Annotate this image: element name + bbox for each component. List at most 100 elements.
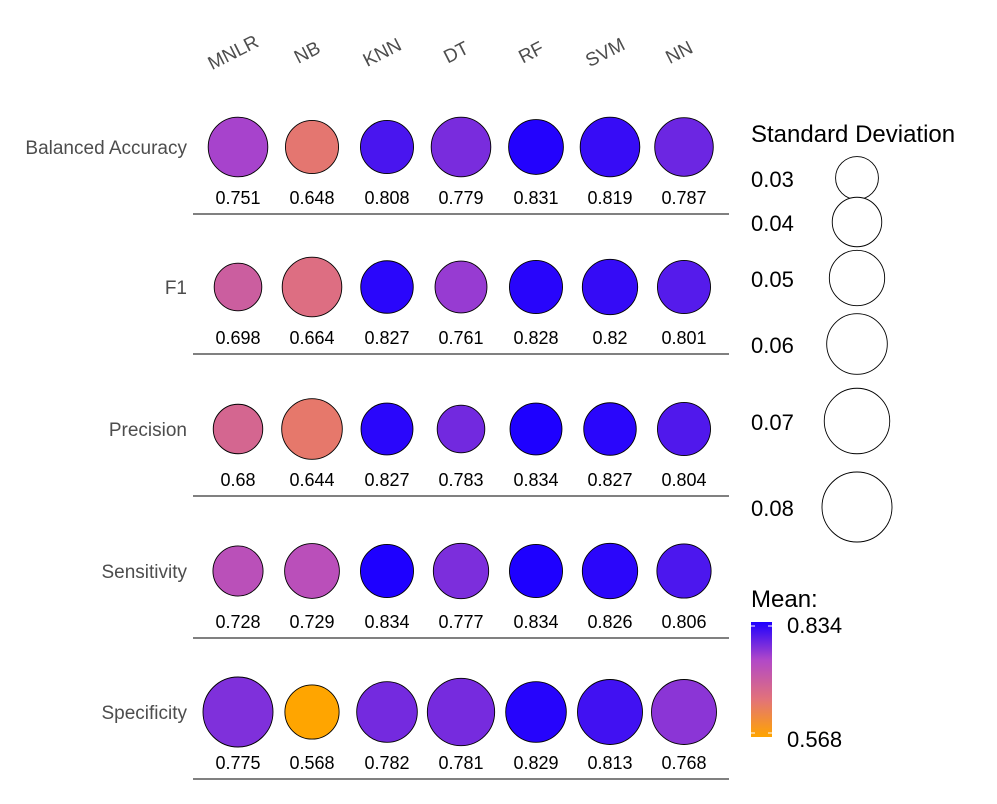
- value-label-specificity-rf: 0.829: [513, 753, 558, 773]
- size-legend-circle-0.06: [826, 313, 888, 375]
- size-legend-circle-0.05: [828, 249, 886, 307]
- color-legend-min-label: 0.568: [787, 727, 842, 752]
- color-legend: Mean: 0.834 0.568: [751, 586, 842, 752]
- value-label-balanced-accuracy-nn: 0.787: [661, 188, 706, 208]
- value-label-f1-rf: 0.828: [513, 328, 558, 348]
- size-legend-label-0.04: 0.04: [751, 211, 794, 236]
- bubble-precision-svm: [583, 402, 637, 456]
- size-legend-label-0.05: 0.05: [751, 267, 794, 292]
- column-labels: MNLR NB KNN DT RF SVM NN: [205, 32, 697, 75]
- bubble-balanced-accuracy-nn: [654, 117, 714, 177]
- bubble-precision-nn: [657, 402, 711, 456]
- bubble-sensitivity-mnlr: [212, 545, 264, 597]
- value-label-sensitivity-nn: 0.806: [661, 612, 706, 632]
- value-label-precision-mnlr: 0.68: [220, 470, 255, 490]
- value-label-balanced-accuracy-rf: 0.831: [513, 188, 558, 208]
- size-legend-label-0.06: 0.06: [751, 333, 794, 358]
- value-label-sensitivity-knn: 0.834: [364, 612, 409, 632]
- size-legend-label-0.03: 0.03: [751, 167, 794, 192]
- bubble-sensitivity-rf: [509, 544, 563, 598]
- bubble-f1-nn: [657, 260, 711, 314]
- value-label-f1-svm: 0.82: [592, 328, 627, 348]
- value-label-balanced-accuracy-knn: 0.808: [364, 188, 409, 208]
- color-legend-bar: [751, 622, 772, 737]
- bubble-f1-dt: [434, 260, 488, 314]
- bubble-sensitivity-svm: [581, 542, 639, 600]
- value-label-precision-rf: 0.834: [513, 470, 558, 490]
- size-legend-label-0.08: 0.08: [751, 496, 794, 521]
- bubble-f1-mnlr: [213, 262, 263, 312]
- size-legend-title: Standard Deviation: [751, 121, 955, 148]
- value-label-f1-dt: 0.761: [438, 328, 483, 348]
- column-label-rf: RF: [515, 38, 547, 68]
- row-label-sensitivity: Sensitivity: [101, 562, 187, 583]
- bubble-precision-knn: [360, 402, 414, 456]
- row-f1: F1 0.698 0.664 0.827 0.761 0.828 0.82 0.801: [165, 256, 729, 355]
- value-label-precision-svm: 0.827: [587, 470, 632, 490]
- size-legend-circle-0.03: [835, 156, 879, 200]
- bubble-sensitivity-nb: [284, 543, 340, 599]
- column-label-nb: NB: [291, 38, 324, 69]
- bubble-balanced-accuracy-svm: [579, 116, 641, 178]
- value-label-specificity-dt: 0.781: [438, 753, 483, 773]
- value-label-sensitivity-mnlr: 0.728: [215, 612, 260, 632]
- value-label-specificity-nn: 0.768: [661, 753, 706, 773]
- bubble-balanced-accuracy-dt: [430, 116, 492, 178]
- metric-rows: Balanced Accuracy 0.751 0.648 0.808 0.779 0.8…: [25, 116, 729, 780]
- bubble-balanced-accuracy-knn: [360, 120, 414, 174]
- bubble-specificity-mnlr: [202, 676, 274, 748]
- value-label-precision-nb: 0.644: [289, 470, 334, 490]
- row-label-precision: Precision: [109, 420, 187, 441]
- bubble-sensitivity-knn: [360, 544, 414, 598]
- value-label-f1-mnlr: 0.698: [215, 328, 260, 348]
- row-precision: Precision 0.68 0.644 0.827 0.783 0.834 0.827 0.…: [109, 398, 729, 497]
- value-label-balanced-accuracy-dt: 0.779: [438, 188, 483, 208]
- bubble-f1-knn: [360, 260, 414, 314]
- bubble-sensitivity-nn: [656, 543, 712, 599]
- value-label-f1-nn: 0.801: [661, 328, 706, 348]
- color-legend-max-label: 0.834: [787, 613, 842, 638]
- size-legend-circle-0.04: [831, 196, 883, 248]
- color-legend-title: Mean:: [751, 586, 818, 613]
- value-label-sensitivity-dt: 0.777: [438, 612, 483, 632]
- bubble-balanced-accuracy-nb: [285, 120, 339, 174]
- bubble-f1-svm: [581, 258, 639, 316]
- size-legend-circle-0.08: [821, 471, 893, 543]
- size-legend-label-0.07: 0.07: [751, 410, 794, 435]
- row-label-f1: F1: [165, 278, 187, 299]
- bubble-specificity-knn: [356, 681, 418, 743]
- value-label-balanced-accuracy-mnlr: 0.751: [215, 188, 260, 208]
- value-label-sensitivity-rf: 0.834: [513, 612, 558, 632]
- bubble-specificity-dt: [426, 677, 496, 747]
- column-label-nn: NN: [663, 38, 697, 69]
- value-label-specificity-nb: 0.568: [289, 753, 334, 773]
- row-balanced-accuracy: Balanced Accuracy 0.751 0.648 0.808 0.779 0.8…: [25, 116, 729, 215]
- row-sensitivity: Sensitivity 0.728 0.729 0.834 0.777 0.834 0.82…: [101, 542, 729, 639]
- bubble-f1-nb: [281, 256, 343, 318]
- bubble-precision-rf: [509, 402, 563, 456]
- column-label-dt: DT: [440, 38, 472, 68]
- bubble-specificity-nb: [284, 684, 340, 740]
- row-label-balanced-accuracy: Balanced Accuracy: [25, 138, 187, 159]
- column-label-svm: SVM: [582, 34, 628, 71]
- column-label-mnlr: MNLR: [205, 32, 263, 75]
- bubble-specificity-nn: [651, 679, 717, 745]
- bubble-balanced-accuracy-rf: [508, 119, 564, 175]
- value-label-f1-nb: 0.664: [289, 328, 334, 348]
- size-legend-circle-0.07: [823, 387, 891, 455]
- value-label-balanced-accuracy-nb: 0.648: [289, 188, 334, 208]
- value-label-specificity-knn: 0.782: [364, 753, 409, 773]
- bubble-precision-nb: [281, 398, 343, 460]
- value-label-specificity-svm: 0.813: [587, 753, 632, 773]
- value-label-specificity-mnlr: 0.775: [215, 753, 260, 773]
- value-label-balanced-accuracy-svm: 0.819: [587, 188, 632, 208]
- value-label-precision-nn: 0.804: [661, 470, 706, 490]
- bubble-specificity-svm: [577, 679, 643, 745]
- value-label-precision-dt: 0.783: [438, 470, 483, 490]
- bubble-f1-rf: [509, 260, 563, 314]
- bubble-specificity-rf: [505, 681, 567, 743]
- row-label-specificity: Specificity: [101, 703, 187, 724]
- size-legend: Standard Deviation 0.03 0.04 0.05 0.06 0.07 0…: [751, 121, 955, 543]
- value-label-f1-knn: 0.827: [364, 328, 409, 348]
